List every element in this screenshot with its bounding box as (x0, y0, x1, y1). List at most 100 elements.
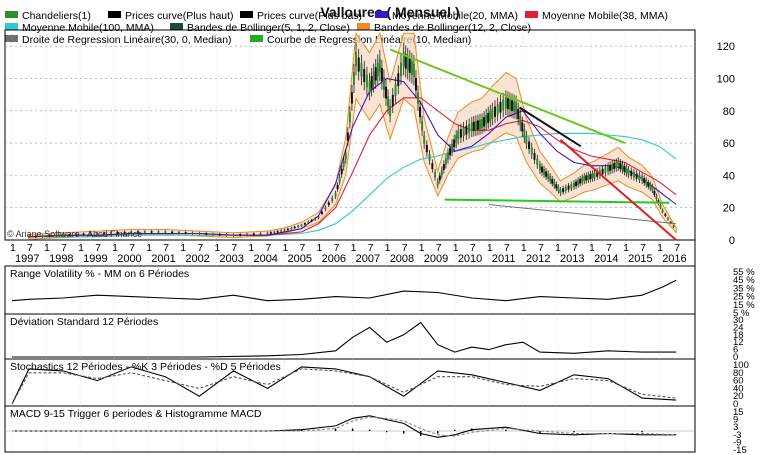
candle-body (431, 163, 434, 169)
candle-body (340, 168, 343, 175)
candle-body (391, 94, 394, 107)
candle-body (382, 77, 385, 90)
x-month-label: 1 (521, 242, 527, 254)
x-month-label: 7 (197, 242, 203, 254)
x-year-label: 2004 (253, 253, 277, 265)
candle-body (389, 105, 392, 116)
candle-body (399, 62, 402, 77)
candle-body (123, 231, 126, 234)
candle-body (408, 58, 411, 73)
candle-body (410, 61, 413, 75)
candle-body (402, 51, 405, 67)
candle-body (357, 57, 360, 72)
x-month-label: 1 (317, 242, 323, 254)
candle-body (557, 186, 560, 191)
candle-body (130, 231, 133, 233)
candle-body (384, 86, 387, 99)
y-tick-label: 100 (717, 73, 735, 85)
candle-body (218, 233, 221, 236)
candle-body (109, 232, 112, 234)
trend-line (488, 204, 677, 225)
x-month-label: 7 (538, 242, 544, 254)
candle-body (232, 234, 235, 236)
candle-body (528, 141, 531, 150)
legend-label: Chandeliers(1) (22, 10, 91, 22)
x-year-label: 2003 (219, 253, 243, 265)
candle-body (171, 231, 174, 234)
watermark: © Ariane Software - Abcd Finance (7, 229, 142, 239)
x-month-label: 7 (572, 242, 578, 254)
x-month-label: 1 (419, 242, 425, 254)
candle-body (423, 135, 426, 144)
panel-tick-stddev: 6 (733, 345, 738, 356)
candle-body (667, 217, 670, 220)
legend-label: Courbe de Regression Linéaire(10, Median… (267, 34, 471, 46)
candle-body (643, 178, 646, 183)
candle-body (438, 175, 441, 181)
candle-body (346, 132, 349, 141)
candle-body (632, 172, 635, 178)
x-month-label: 1 (78, 242, 84, 254)
candle-body (380, 67, 383, 82)
panel-tick-macd: 15 (733, 407, 744, 418)
candle-body (266, 232, 269, 235)
x-month-label: 1 (282, 242, 288, 254)
candle-body (428, 153, 431, 161)
panel-tick-stddev: 0 (733, 352, 738, 363)
candle-body (627, 169, 630, 175)
legend-swatch (170, 23, 183, 30)
candle-body (320, 211, 323, 214)
candle-body (355, 51, 358, 67)
candle-body (317, 216, 320, 219)
candle-body (591, 173, 594, 179)
legend-swatch (5, 23, 18, 30)
candle-body (225, 234, 228, 236)
panel-title-macd: MACD 9-15 Trigger 6 periodes & Histogram… (10, 408, 262, 420)
candle-body (331, 197, 334, 201)
candle-body (533, 152, 536, 160)
candle-body (502, 99, 505, 111)
candle-body (444, 158, 447, 165)
candle-body (324, 207, 327, 210)
x-month-label: 7 (368, 242, 374, 254)
x-year-label: 2013 (560, 253, 584, 265)
candle-body (191, 232, 194, 234)
x-month-label: 1 (657, 242, 663, 254)
x-month-label: 7 (231, 242, 237, 254)
candle-body (449, 148, 452, 156)
candle-body (440, 169, 443, 176)
y-tick-label: 60 (723, 138, 735, 150)
candle-body (559, 189, 562, 194)
candle-body (342, 160, 345, 167)
x-month-label: 1 (214, 242, 220, 254)
candle-body (363, 68, 366, 83)
indicator-line (12, 321, 677, 358)
candle-body (62, 234, 65, 236)
x-month-label: 1 (453, 242, 459, 254)
panel-tick-volatility: 25 % (733, 292, 755, 303)
x-month-label: 7 (300, 242, 306, 254)
candle-body (273, 231, 276, 234)
candle-body (570, 184, 573, 189)
x-year-label: 2012 (526, 253, 550, 265)
candle-body (327, 202, 330, 206)
chart-title: Vallourec ( Mensuel ) (320, 4, 460, 20)
candle-body (436, 181, 439, 186)
candle-body (150, 231, 153, 233)
x-month-label: 7 (129, 242, 135, 254)
candle-body (573, 182, 576, 188)
candle-body (336, 184, 339, 190)
candle-body (417, 92, 420, 104)
candle-body (523, 129, 526, 138)
candle-body (513, 101, 516, 112)
candle-body (545, 171, 548, 177)
candle-body (511, 100, 514, 111)
candle-body (457, 130, 460, 140)
candle-body (468, 124, 471, 133)
candle-body (446, 152, 449, 160)
panel-tick-volatility: 35 % (733, 283, 755, 294)
x-month-label: 1 (10, 242, 16, 254)
x-year-label: 1999 (83, 253, 107, 265)
indicator-line (11, 368, 677, 405)
x-year-label: 2011 (492, 253, 516, 265)
